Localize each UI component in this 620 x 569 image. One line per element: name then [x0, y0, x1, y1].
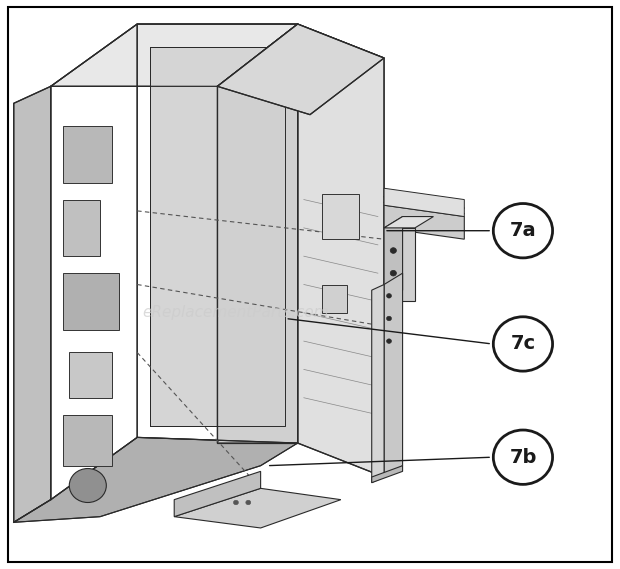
Polygon shape	[384, 217, 433, 228]
Text: eReplacementParts.com: eReplacementParts.com	[143, 306, 329, 320]
Polygon shape	[384, 188, 464, 217]
Circle shape	[386, 294, 391, 298]
Circle shape	[386, 316, 391, 321]
Circle shape	[246, 500, 250, 505]
Polygon shape	[372, 465, 402, 483]
Circle shape	[494, 317, 552, 371]
Polygon shape	[384, 228, 415, 302]
Circle shape	[390, 248, 396, 253]
Bar	[63, 200, 100, 256]
Polygon shape	[384, 273, 402, 477]
Bar	[69, 352, 112, 398]
Polygon shape	[174, 488, 341, 528]
Circle shape	[386, 339, 391, 343]
Polygon shape	[14, 86, 51, 522]
Polygon shape	[51, 24, 298, 86]
Text: 7b: 7b	[509, 448, 537, 467]
Polygon shape	[149, 47, 285, 426]
Bar	[63, 126, 112, 183]
Polygon shape	[218, 24, 384, 114]
Polygon shape	[218, 24, 298, 443]
Bar	[63, 273, 118, 330]
Circle shape	[390, 270, 396, 276]
Circle shape	[234, 500, 239, 505]
Circle shape	[69, 468, 106, 502]
Bar	[322, 284, 347, 313]
Polygon shape	[14, 438, 298, 522]
Circle shape	[494, 204, 552, 258]
Polygon shape	[384, 217, 402, 302]
Polygon shape	[372, 284, 384, 483]
Circle shape	[494, 430, 552, 484]
Bar	[63, 415, 112, 465]
Text: 7c: 7c	[510, 335, 536, 353]
Bar	[322, 194, 360, 239]
Polygon shape	[298, 24, 384, 477]
Polygon shape	[174, 471, 260, 517]
Text: 7a: 7a	[510, 221, 536, 240]
Polygon shape	[384, 205, 464, 239]
